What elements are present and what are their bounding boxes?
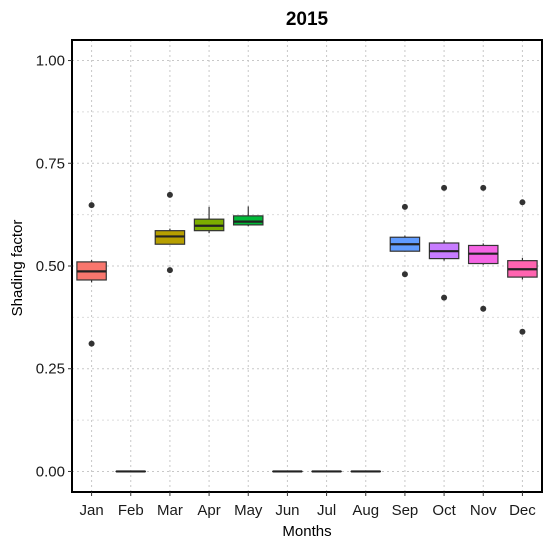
outlier-point — [519, 328, 526, 335]
box-may — [232, 206, 264, 227]
y-tick-label: 0.25 — [36, 361, 65, 378]
outlier-point — [519, 199, 526, 206]
y-tick-label: 0.75 — [36, 155, 65, 172]
y-tick-label: 0.00 — [36, 463, 65, 480]
box-apr — [193, 206, 225, 234]
outlier-point — [441, 184, 448, 191]
x-tick-label: Sep — [392, 502, 419, 519]
outlier-point — [401, 203, 408, 210]
x-tick-label: Jan — [79, 502, 103, 519]
box-jan — [76, 202, 107, 347]
outlier-point — [480, 305, 487, 312]
box-sep — [389, 203, 421, 278]
outlier-point — [88, 340, 95, 347]
x-tick-label: May — [234, 502, 263, 519]
y-axis-ticks: 0.00 0.25 0.50 0.75 1.00 — [36, 53, 72, 480]
outlier-point — [88, 202, 95, 209]
x-tick-label: Oct — [432, 502, 456, 519]
x-axis-ticks: Jan Feb Mar Apr May Jun Jul Aug Sep Oct Nov Dec — [79, 492, 536, 519]
x-tick-label: Apr — [197, 502, 220, 519]
boxes-layer — [76, 184, 538, 473]
x-tick-label: Nov — [470, 502, 497, 519]
outlier-point — [441, 294, 448, 301]
y-tick-label: 0.50 — [36, 258, 65, 275]
x-tick-label: Mar — [157, 502, 183, 519]
grid-lines — [72, 40, 542, 492]
x-tick-label: Aug — [352, 502, 379, 519]
box-nov — [467, 184, 499, 312]
box-dec — [507, 199, 538, 335]
x-tick-label: Feb — [118, 502, 144, 519]
x-tick-label: Jul — [317, 502, 336, 519]
box-mar — [154, 191, 186, 274]
outlier-point — [401, 271, 408, 278]
outlier-point — [166, 191, 173, 198]
outlier-point — [480, 184, 487, 191]
outlier-point — [166, 267, 173, 274]
x-axis-title: Months — [282, 523, 331, 540]
box-oct — [428, 184, 460, 301]
x-tick-label: Dec — [509, 502, 536, 519]
x-tick-label: Jun — [275, 502, 299, 519]
box-iqr — [232, 215, 264, 226]
chart-title: 2015 — [286, 9, 329, 30]
y-axis-title: Shading factor — [9, 220, 26, 317]
y-tick-label: 1.00 — [36, 53, 65, 70]
